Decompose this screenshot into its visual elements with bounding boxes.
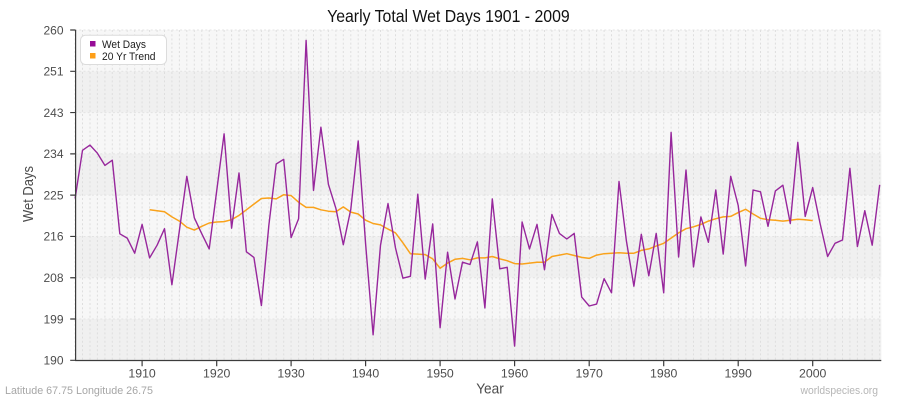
svg-text:Wet Days: Wet Days: [21, 166, 37, 222]
svg-text:216: 216: [43, 230, 63, 244]
svg-text:1940: 1940: [352, 367, 380, 381]
svg-text:20 Yr Trend: 20 Yr Trend: [102, 51, 156, 63]
svg-text:1910: 1910: [128, 367, 156, 381]
svg-text:225: 225: [43, 189, 63, 203]
svg-text:Year: Year: [476, 381, 504, 398]
svg-text:251: 251: [43, 65, 63, 79]
svg-text:1920: 1920: [203, 367, 231, 381]
svg-text:1960: 1960: [501, 367, 529, 381]
svg-text:2000: 2000: [799, 367, 827, 381]
svg-text:199: 199: [43, 312, 63, 326]
svg-text:1950: 1950: [426, 367, 454, 381]
svg-text:1970: 1970: [576, 367, 604, 381]
svg-text:190: 190: [43, 354, 63, 368]
svg-text:243: 243: [43, 106, 63, 120]
svg-text:1990: 1990: [725, 367, 753, 381]
svg-text:208: 208: [43, 271, 63, 285]
svg-text:Latitude 67.75 Longitude 26.75: Latitude 67.75 Longitude 26.75: [5, 385, 153, 397]
svg-text:1980: 1980: [650, 367, 678, 381]
svg-text:1930: 1930: [277, 367, 305, 381]
svg-text:234: 234: [43, 147, 63, 161]
svg-text:Wet Days: Wet Days: [102, 39, 146, 51]
svg-text:worldspecies.org: worldspecies.org: [800, 385, 878, 397]
svg-text:260: 260: [43, 23, 63, 37]
svg-text:Yearly Total Wet Days 1901 - 2: Yearly Total Wet Days 1901 - 2009: [327, 6, 570, 26]
